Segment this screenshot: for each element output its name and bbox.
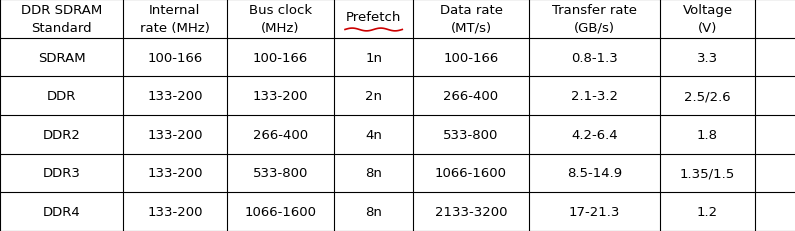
Text: 8n: 8n xyxy=(365,167,382,180)
Text: 1066-1600: 1066-1600 xyxy=(435,167,507,180)
Text: 266-400: 266-400 xyxy=(253,128,308,141)
Text: 133-200: 133-200 xyxy=(147,167,203,180)
Text: 2.5/2.6: 2.5/2.6 xyxy=(684,90,731,103)
Text: Prefetch: Prefetch xyxy=(346,10,401,23)
Text: 1066-1600: 1066-1600 xyxy=(244,205,316,218)
Text: 2n: 2n xyxy=(365,90,382,103)
Text: 8n: 8n xyxy=(365,205,382,218)
Text: 1.8: 1.8 xyxy=(697,128,718,141)
Text: Transfer rate
(GB/s): Transfer rate (GB/s) xyxy=(552,4,637,35)
Text: 8.5-14.9: 8.5-14.9 xyxy=(567,167,622,180)
Text: 100-166: 100-166 xyxy=(444,51,498,64)
Text: 133-200: 133-200 xyxy=(147,128,203,141)
Text: 0.8-1.3: 0.8-1.3 xyxy=(571,51,618,64)
Text: Internal
rate (MHz): Internal rate (MHz) xyxy=(140,4,210,35)
Text: 3.3: 3.3 xyxy=(697,51,718,64)
Text: Bus clock
(MHz): Bus clock (MHz) xyxy=(249,4,312,35)
Text: 133-200: 133-200 xyxy=(147,205,203,218)
Text: DDR3: DDR3 xyxy=(43,167,80,180)
Text: 4n: 4n xyxy=(365,128,382,141)
Text: 133-200: 133-200 xyxy=(147,90,203,103)
Text: 533-800: 533-800 xyxy=(444,128,498,141)
Text: DDR2: DDR2 xyxy=(43,128,80,141)
Text: 100-166: 100-166 xyxy=(147,51,203,64)
Text: 2133-3200: 2133-3200 xyxy=(435,205,507,218)
Text: 533-800: 533-800 xyxy=(253,167,308,180)
Text: DDR SDRAM
Standard: DDR SDRAM Standard xyxy=(21,4,103,35)
Text: SDRAM: SDRAM xyxy=(38,51,85,64)
Text: Voltage
(V): Voltage (V) xyxy=(682,4,733,35)
Text: 1n: 1n xyxy=(365,51,382,64)
Text: 2.1-3.2: 2.1-3.2 xyxy=(571,90,618,103)
Text: Data rate
(MT/s): Data rate (MT/s) xyxy=(440,4,502,35)
Text: 17-21.3: 17-21.3 xyxy=(568,205,620,218)
Text: DDR: DDR xyxy=(47,90,76,103)
Text: 133-200: 133-200 xyxy=(253,90,308,103)
Text: 100-166: 100-166 xyxy=(253,51,308,64)
Text: 1.35/1.5: 1.35/1.5 xyxy=(680,167,735,180)
Text: DDR4: DDR4 xyxy=(43,205,80,218)
Text: 1.2: 1.2 xyxy=(697,205,718,218)
Text: 4.2-6.4: 4.2-6.4 xyxy=(571,128,618,141)
Text: 266-400: 266-400 xyxy=(444,90,498,103)
